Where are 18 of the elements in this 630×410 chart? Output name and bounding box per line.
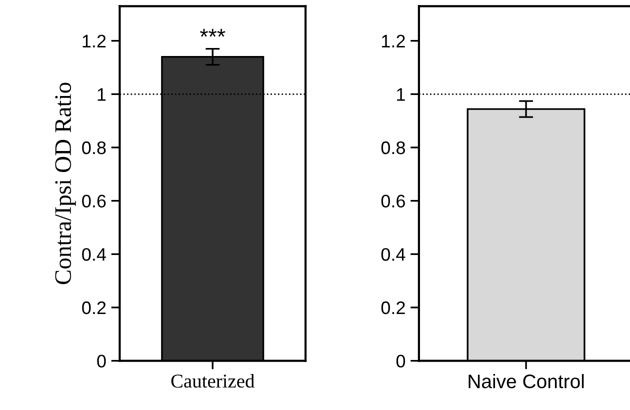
- y-tick-label: 1.2: [382, 34, 405, 48]
- x-tick-label: Naive Control: [468, 374, 584, 388]
- y-tick-label: 0.2: [381, 301, 405, 314]
- y-tick-label: 0.8: [381, 141, 405, 154]
- y-tick-label: 0.4: [381, 248, 406, 261]
- y-tick-label: 0.2: [82, 301, 106, 314]
- annotation: ***: [200, 28, 226, 37]
- y-axis-title: Contra/Ipsi OD Ratio: [55, 82, 76, 284]
- y-tick-label: 1: [98, 88, 106, 101]
- y-tick-label: 0: [396, 354, 406, 368]
- y-tick-label: 0.4: [82, 248, 106, 261]
- y-tick-label: 0.6: [381, 194, 405, 208]
- y-tick-label: 0.6: [82, 194, 106, 208]
- x-tick-label: Cauterized: [171, 374, 254, 388]
- y-tick-label: 0.8: [82, 141, 106, 154]
- y-tick-label: 1.2: [82, 34, 106, 48]
- y-tick-label: 0: [97, 354, 106, 368]
- y-tick-label: 1: [397, 88, 405, 101]
